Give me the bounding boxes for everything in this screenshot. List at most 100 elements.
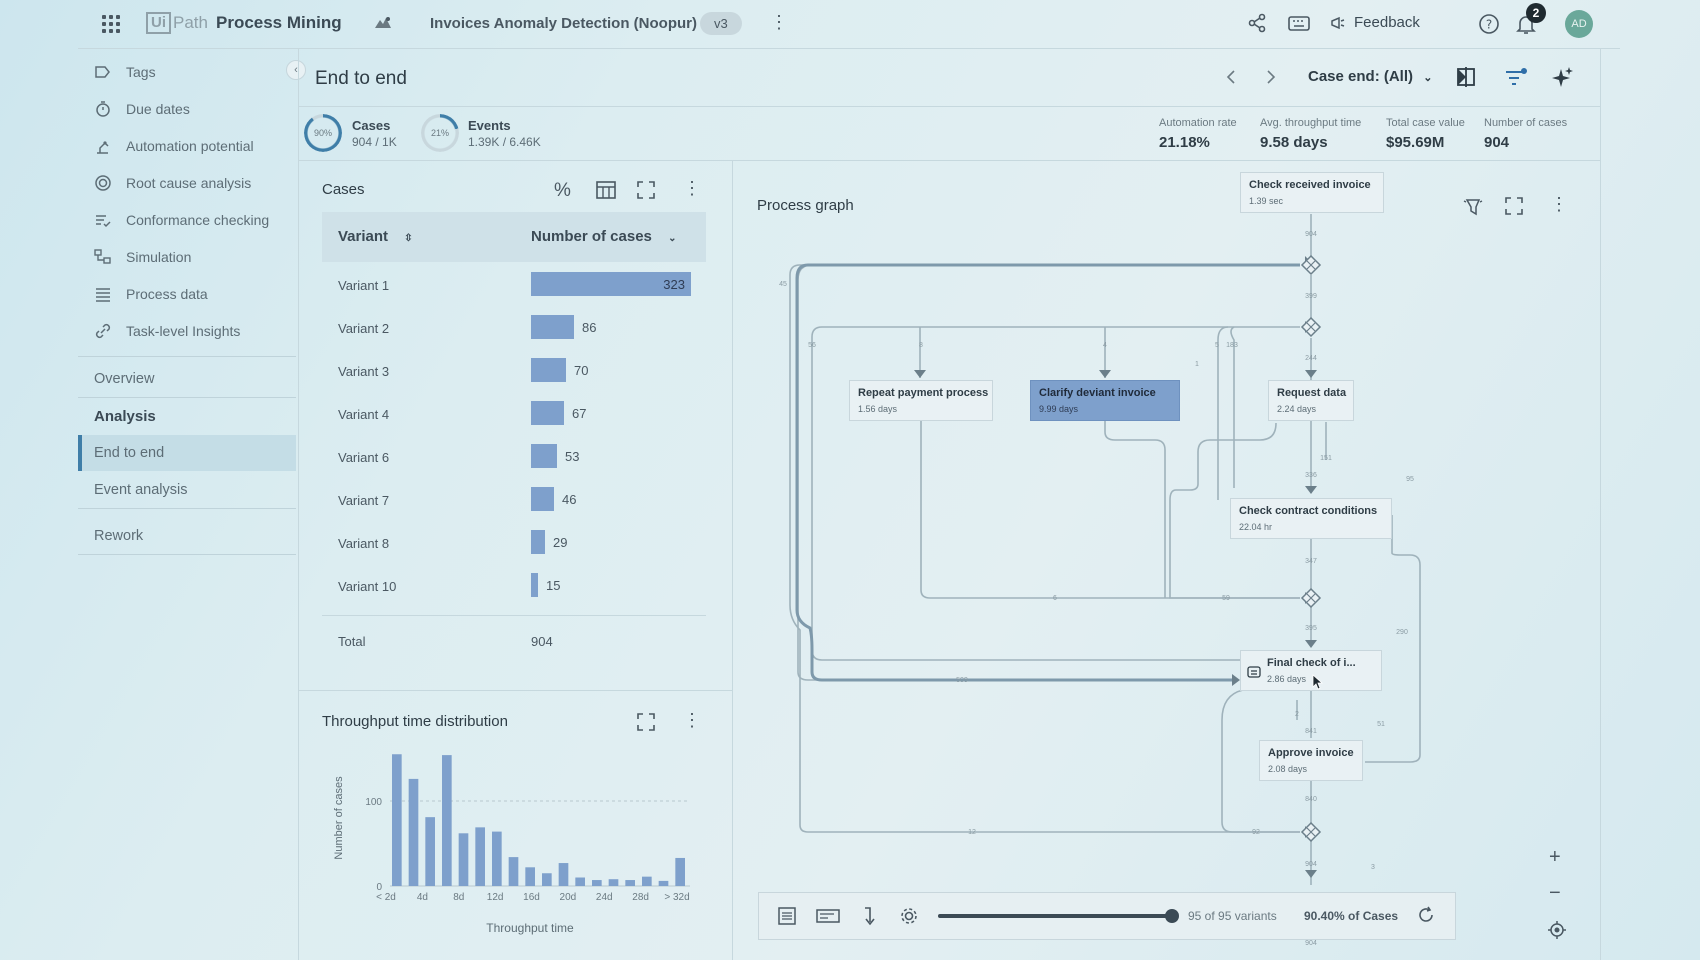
compare-icon[interactable] xyxy=(1455,66,1477,93)
sidebar-item-rework[interactable]: Rework xyxy=(94,528,144,544)
label-icon[interactable] xyxy=(816,906,840,931)
zoom-out-icon[interactable]: − xyxy=(1549,882,1561,904)
edge-label: 3 xyxy=(1371,864,1375,871)
help-icon[interactable]: ? xyxy=(1478,13,1500,40)
locate-icon[interactable] xyxy=(1547,920,1567,945)
edge-label: 6 xyxy=(1053,595,1057,602)
svg-text:?: ? xyxy=(1486,18,1492,32)
sidebar-item-root-cause-analysis[interactable]: Root cause analysis xyxy=(78,165,296,201)
kpi-value: 21.18% xyxy=(1159,134,1210,151)
uipath-logo[interactable]: Ui Path Process Mining xyxy=(146,12,342,34)
sidebar-item-event-analysis[interactable]: Event analysis xyxy=(94,482,188,498)
chevron-right-icon[interactable] xyxy=(1264,68,1278,91)
histogram-bar xyxy=(508,857,519,886)
bar-value: 86 xyxy=(582,320,597,335)
table-icon[interactable] xyxy=(596,181,616,204)
histogram-bar xyxy=(608,879,619,886)
sidebar-section-analysis[interactable]: Analysis xyxy=(94,408,156,425)
node-duration: 2.86 days xyxy=(1267,674,1307,684)
edge-label: 45 xyxy=(779,281,787,288)
sidebar-item-label: Tags xyxy=(126,64,156,80)
sidebar-item-process-data[interactable]: Process data xyxy=(78,276,296,312)
sidebar-item-label: Task-level Insights xyxy=(126,323,241,339)
slider-handle[interactable] xyxy=(1165,909,1179,923)
sidebar-item-overview[interactable]: Overview xyxy=(94,371,155,387)
more-options-icon[interactable]: ⋮ xyxy=(770,12,788,32)
more-options-icon[interactable]: ⋮ xyxy=(683,710,701,730)
sidebar-item-task-level-insights[interactable]: Task-level Insights xyxy=(78,313,296,349)
chevron-left-icon[interactable] xyxy=(1224,68,1238,91)
sidebar-item-tags[interactable]: Tags xyxy=(78,54,296,90)
sidebar-item-label: End to end xyxy=(94,445,165,461)
cases-column-header[interactable]: Number of cases ⌄ xyxy=(531,228,676,245)
edge-label: 904 xyxy=(1305,861,1317,868)
histogram-bar xyxy=(542,873,552,886)
kpi-value: 904 xyxy=(1484,134,1510,151)
variant-column-header[interactable]: Variant ⇳ xyxy=(338,228,413,245)
keyboard-icon[interactable] xyxy=(1288,13,1310,38)
feedback-button[interactable]: Feedback xyxy=(1330,14,1420,31)
project-title[interactable]: Invoices Anomaly Detection (Noopur) xyxy=(430,15,697,32)
events-pct: 21% xyxy=(430,128,449,138)
expand-icon[interactable] xyxy=(637,713,655,736)
edge-label: 399 xyxy=(1305,293,1317,300)
node-title: Final check of i... xyxy=(1267,657,1356,669)
automation-icon xyxy=(1247,665,1261,684)
edge-label: 244 xyxy=(1305,355,1317,362)
bar-value: 70 xyxy=(574,363,589,378)
variant-label: Variant 7 xyxy=(338,493,390,508)
sidebar-item-automation-potential[interactable]: Automation potential xyxy=(78,128,296,164)
node-duration: 1.56 days xyxy=(858,404,898,414)
expand-icon[interactable] xyxy=(1505,197,1523,220)
cases-bar xyxy=(531,358,566,382)
app-name: Process Mining xyxy=(215,13,342,32)
page-title: End to end xyxy=(315,68,407,89)
zoom-in-icon[interactable]: + xyxy=(1549,846,1561,868)
app-launcher-icon[interactable] xyxy=(102,15,120,33)
variants-slider[interactable] xyxy=(936,906,1188,926)
share-icon[interactable] xyxy=(1247,13,1267,38)
node-duration: 22.04 hr xyxy=(1239,522,1273,532)
highlight-icon[interactable] xyxy=(1463,197,1483,222)
sidebar-item-simulation[interactable]: Simulation xyxy=(78,239,296,275)
graph-node-approve-invoice[interactable]: Approve invoice 2.08 days xyxy=(1259,740,1363,781)
graph-node-clarify-deviant[interactable]: Clarify deviant invoice 9.99 days xyxy=(1030,380,1180,421)
graph-node-check-received[interactable]: Check received invoice 1.39 sec xyxy=(1240,172,1384,213)
sidebar-item-label: Automation potential xyxy=(126,138,254,154)
sidebar-item-conformance-checking[interactable]: Conformance checking xyxy=(78,202,296,238)
collapse-sidebar-button[interactable]: ‹ xyxy=(286,60,306,80)
list-icon[interactable] xyxy=(777,906,797,931)
histogram-bar xyxy=(392,754,402,886)
cases-bar xyxy=(531,315,574,339)
gear-icon[interactable] xyxy=(898,905,920,932)
graph-node-repeat-payment[interactable]: Repeat payment process 1.56 days xyxy=(849,380,993,421)
x-tick-label: > 32d xyxy=(664,892,689,903)
more-options-icon[interactable]: ⋮ xyxy=(1550,194,1568,214)
refresh-icon[interactable] xyxy=(1416,905,1436,930)
y-tick-label: 100 xyxy=(365,797,382,808)
cases-value: 904 / 1K xyxy=(352,135,397,149)
sidebar-item-end-to-end[interactable] xyxy=(78,435,296,471)
graph-node-check-contract[interactable]: Check contract conditions 22.04 hr xyxy=(1230,498,1392,539)
cases-table-header xyxy=(322,212,706,262)
case-end-filter[interactable]: Case end: (All) ⌄ xyxy=(1308,68,1432,85)
x-tick-label: 4d xyxy=(417,892,428,903)
total-label: Total xyxy=(338,634,366,649)
avatar[interactable]: AD xyxy=(1565,10,1593,38)
sidebar-item-due-dates[interactable]: Due dates xyxy=(78,91,296,127)
edge-label: 151 xyxy=(1320,455,1332,462)
variants-count: 95 of 95 variants xyxy=(1188,909,1277,923)
sparkle-icon[interactable] xyxy=(1552,66,1574,93)
graph-node-final-check[interactable]: Final check of i... 2.86 days xyxy=(1240,650,1382,691)
graph-node-request-data[interactable]: Request data 2.24 days xyxy=(1268,380,1354,421)
filter-icon[interactable] xyxy=(1504,66,1528,93)
percent-icon[interactable]: % xyxy=(554,180,571,201)
variant-header-label: Variant xyxy=(338,228,389,245)
expand-icon[interactable] xyxy=(637,181,655,204)
path-arrow-icon[interactable] xyxy=(862,906,876,931)
cases-bar xyxy=(531,272,691,296)
more-options-icon[interactable]: ⋮ xyxy=(683,178,701,198)
version-badge[interactable]: v3 xyxy=(700,12,742,35)
histogram-bar xyxy=(525,867,535,886)
bar-value: 15 xyxy=(546,578,561,593)
